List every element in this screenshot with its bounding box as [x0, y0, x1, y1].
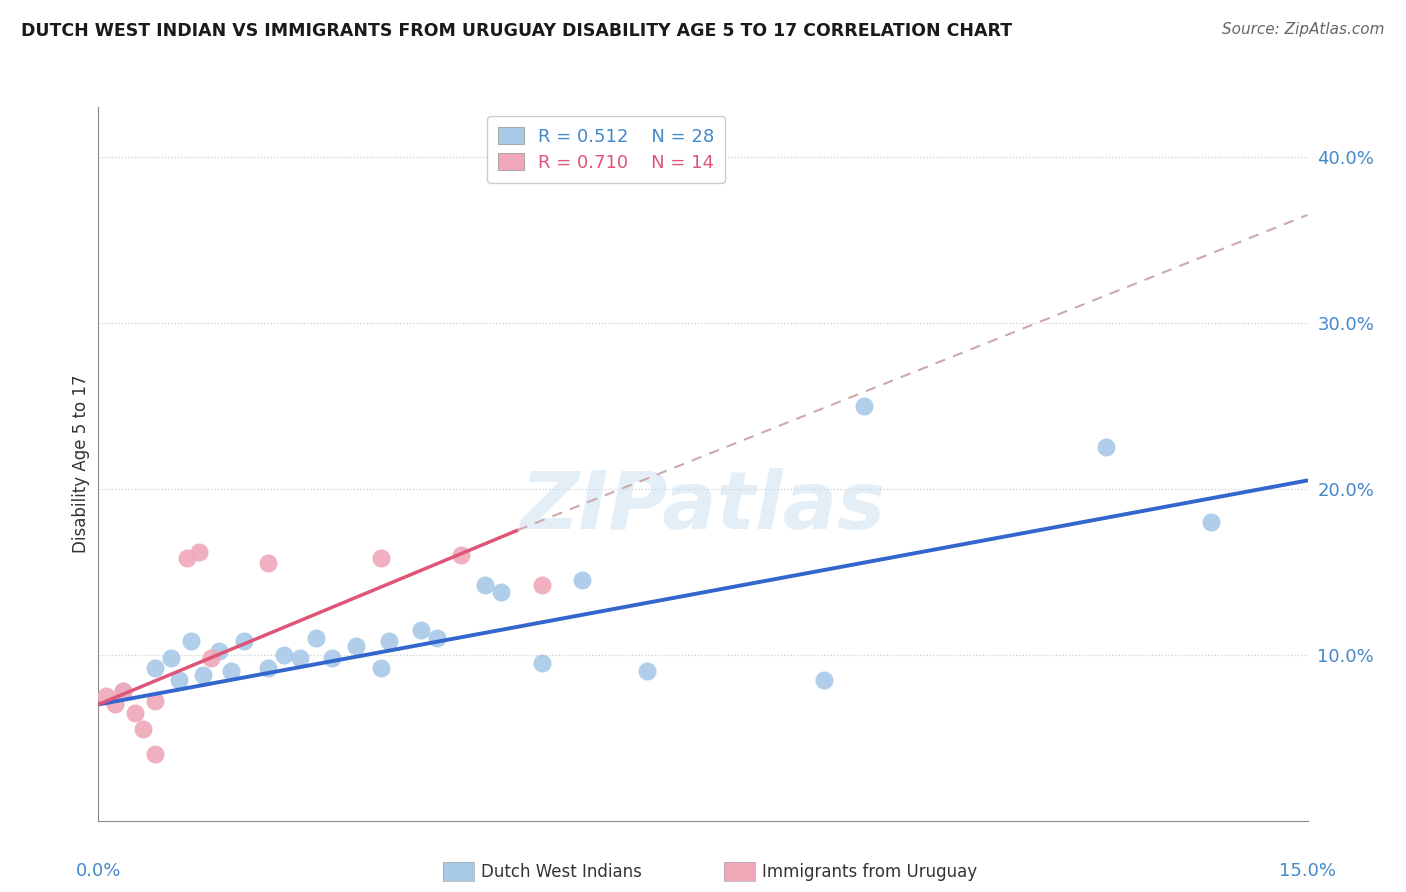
Text: Dutch West Indians: Dutch West Indians: [481, 863, 641, 881]
Legend: R = 0.512    N = 28, R = 0.710    N = 14: R = 0.512 N = 28, R = 0.710 N = 14: [488, 116, 725, 183]
Text: ZIPatlas: ZIPatlas: [520, 467, 886, 546]
Text: 15.0%: 15.0%: [1279, 863, 1336, 880]
Text: 0.0%: 0.0%: [76, 863, 121, 880]
Y-axis label: Disability Age 5 to 17: Disability Age 5 to 17: [72, 375, 90, 553]
Text: DUTCH WEST INDIAN VS IMMIGRANTS FROM URUGUAY DISABILITY AGE 5 TO 17 CORRELATION : DUTCH WEST INDIAN VS IMMIGRANTS FROM URU…: [21, 22, 1012, 40]
Text: Immigrants from Uruguay: Immigrants from Uruguay: [762, 863, 977, 881]
Text: Source: ZipAtlas.com: Source: ZipAtlas.com: [1222, 22, 1385, 37]
